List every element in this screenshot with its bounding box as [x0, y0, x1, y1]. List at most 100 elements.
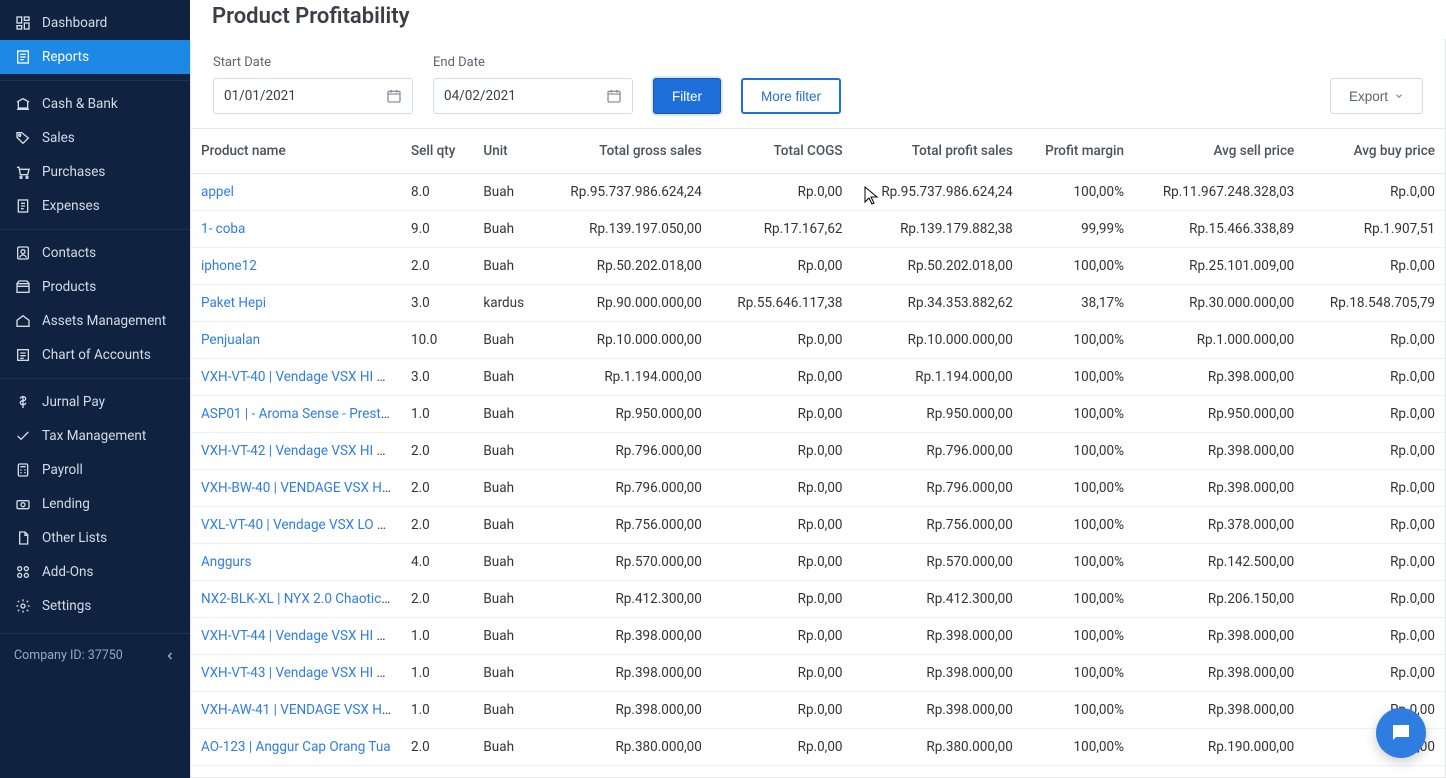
cell-name: NX2-BLK-XL | NYX 2.0 Chaotic Bl...	[191, 581, 401, 618]
cell-name: VXH-VT-42 | Vendage VSX HI Ver...	[191, 433, 401, 470]
sidebar-item-dashboard[interactable]: Dashboard	[0, 6, 190, 40]
cell-unit: Buah	[473, 359, 541, 396]
cell-cogs: Rp.0,00	[712, 174, 853, 211]
column-header-margin[interactable]: Profit margin	[1023, 129, 1134, 174]
sidebar-item-cashbank[interactable]: Cash & Bank	[0, 87, 190, 121]
cell-gross: Rp.50.202.018,00	[542, 248, 712, 285]
cell-qty: 9.0	[401, 211, 473, 248]
cell-name: VXH-VT-43 | Vendage VSX HI Ver...	[191, 655, 401, 692]
filter-button[interactable]: Filter	[653, 78, 721, 114]
sidebar-item-sales[interactable]: Sales	[0, 121, 190, 155]
product-link[interactable]: VXH-VT-43 | Vendage VSX HI Ver...	[201, 665, 401, 681]
cell-unit: Buah	[473, 174, 541, 211]
cell-unit: kardus	[473, 285, 541, 322]
cell-unit: Buah	[473, 433, 541, 470]
start-date-input[interactable]: 01/01/2021	[213, 78, 413, 114]
sidebar-item-assets[interactable]: Assets Management	[0, 304, 190, 338]
sidebar-item-reports[interactable]: Reports	[0, 40, 190, 74]
product-link[interactable]: VXL-VT-40 | Vendage VSX LO Ver...	[201, 517, 401, 533]
cell-gross: Rp.412.300,00	[542, 581, 712, 618]
cell-unit: Buah	[473, 470, 541, 507]
product-link[interactable]: appel	[201, 184, 234, 200]
table-scroll[interactable]: Product nameSell qtyUnitTotal gross sale…	[191, 128, 1445, 777]
sidebar-item-label: Chart of Accounts	[42, 347, 151, 363]
more-filter-button[interactable]: More filter	[741, 78, 841, 114]
cell-cogs: Rp.0,00	[712, 655, 853, 692]
product-link[interactable]: VXH-BW-40 | VENDAGE VSX HI Z...	[201, 480, 401, 496]
product-link[interactable]: VXH-VT-42 | Vendage VSX HI Ver...	[201, 443, 401, 459]
cell-unit: Buah	[473, 507, 541, 544]
cell-margin: 100,00%	[1023, 174, 1134, 211]
sidebar-item-purchases[interactable]: Purchases	[0, 155, 190, 189]
cell-profit: Rp.398.000,00	[853, 692, 1023, 729]
sidebar-item-settings[interactable]: Settings	[0, 589, 190, 623]
sidebar-item-products[interactable]: Products	[0, 270, 190, 304]
table-row: NX2-BLK-XL | NYX 2.0 Chaotic Bl...2.0Bua…	[191, 581, 1445, 618]
column-header-gross[interactable]: Total gross sales	[542, 129, 712, 174]
export-button[interactable]: Export	[1330, 78, 1423, 114]
cell-profit: Rp.380.000,00	[853, 729, 1023, 766]
sidebar-item-payroll[interactable]: Payroll	[0, 453, 190, 487]
cell-profit: Rp.796.000,00	[853, 470, 1023, 507]
product-link[interactable]: VXH-VT-40 | Vendage VSX HI Ver...	[201, 369, 401, 385]
product-link[interactable]: VXH-AW-41 | VENDAGE VSX HI A...	[201, 702, 401, 718]
sidebar-item-label: Tax Management	[42, 428, 146, 444]
sidebar-item-contacts[interactable]: Contacts	[0, 236, 190, 270]
product-link[interactable]: Penjualan	[201, 332, 260, 348]
sidebar-item-label: Dashboard	[42, 15, 107, 31]
sidebar-item-label: Payroll	[42, 462, 83, 478]
cell-avgbuy: Rp.0,00	[1304, 359, 1445, 396]
cell-qty: 8.0	[401, 174, 473, 211]
cell-margin: 100,00%	[1023, 729, 1134, 766]
cell-avgbuy: Rp.1.907,51	[1304, 211, 1445, 248]
cell-avgsell: Rp.950.000,00	[1134, 396, 1304, 433]
table-row: AO-123 | Anggur Cap Orang Tua2.0BuahRp.3…	[191, 729, 1445, 766]
product-link[interactable]: iphone12	[201, 258, 257, 274]
column-header-cogs[interactable]: Total COGS	[712, 129, 853, 174]
column-header-avgsell[interactable]: Avg sell price	[1134, 129, 1304, 174]
chat-bubble-button[interactable]	[1376, 708, 1426, 758]
cell-gross: Rp.1.194.000,00	[542, 359, 712, 396]
column-header-profit[interactable]: Total profit sales	[853, 129, 1023, 174]
cell-name: VXH-VT-44 | Vendage VSX HI Ver...	[191, 618, 401, 655]
sidebar-item-expenses[interactable]: Expenses	[0, 189, 190, 223]
column-header-avgbuy[interactable]: Avg buy price	[1304, 129, 1445, 174]
cell-name: AO-123 | Anggur Cap Orang Tua	[191, 729, 401, 766]
sidebar-item-coa[interactable]: Chart of Accounts	[0, 338, 190, 372]
product-link[interactable]: ASP01 | - Aroma Sense - Prestiges	[201, 406, 401, 422]
pay-icon	[14, 393, 32, 411]
table-row: Paket Hepi3.0kardusRp.90.000.000,00Rp.55…	[191, 285, 1445, 322]
list-icon	[14, 346, 32, 364]
sidebar-item-jurnalpay[interactable]: Jurnal Pay	[0, 385, 190, 419]
cell-avgbuy: Rp.0,00	[1304, 544, 1445, 581]
table-row: 1- coba9.0BuahRp.139.197.050,00Rp.17.167…	[191, 211, 1445, 248]
calendar-icon	[606, 88, 622, 104]
product-link[interactable]: AO-123 | Anggur Cap Orang Tua	[201, 739, 391, 755]
product-link[interactable]: Anggurs	[201, 554, 251, 570]
cell-avgsell: Rp.398.000,00	[1134, 470, 1304, 507]
sidebar-item-otherlists[interactable]: Other Lists	[0, 521, 190, 555]
sidebar-item-addons[interactable]: Add-Ons	[0, 555, 190, 589]
product-link[interactable]: Paket Hepi	[201, 295, 266, 311]
product-link[interactable]: NX2-BLK-XL | NYX 2.0 Chaotic Bl...	[201, 591, 401, 607]
end-date-input[interactable]: 04/02/2021	[433, 78, 633, 114]
product-link[interactable]: VXH-VT-44 | Vendage VSX HI Ver...	[201, 628, 401, 644]
collapse-sidebar-button[interactable]	[164, 650, 176, 662]
cell-gross: Rp.380.000,00	[542, 729, 712, 766]
cell-cogs: Rp.0,00	[712, 729, 853, 766]
company-id-label: Company ID: 37750	[14, 648, 123, 663]
cell-qty: 2.0	[401, 433, 473, 470]
column-header-unit[interactable]: Unit	[473, 129, 541, 174]
cell-avgbuy: Rp.0,00	[1304, 581, 1445, 618]
product-link[interactable]: 1- coba	[201, 221, 245, 237]
cell-profit: Rp.756.000,00	[853, 507, 1023, 544]
column-header-qty[interactable]: Sell qty	[401, 129, 473, 174]
cell-cogs: Rp.0,00	[712, 322, 853, 359]
sidebar-item-lending[interactable]: Lending	[0, 487, 190, 521]
cell-name: VXH-VT-40 | Vendage VSX HI Ver...	[191, 359, 401, 396]
cell-unit: Buah	[473, 692, 541, 729]
sidebar-item-tax[interactable]: Tax Management	[0, 419, 190, 453]
cell-profit: Rp.398.000,00	[853, 655, 1023, 692]
cell-qty: 2.0	[401, 470, 473, 507]
column-header-name[interactable]: Product name	[191, 129, 401, 174]
